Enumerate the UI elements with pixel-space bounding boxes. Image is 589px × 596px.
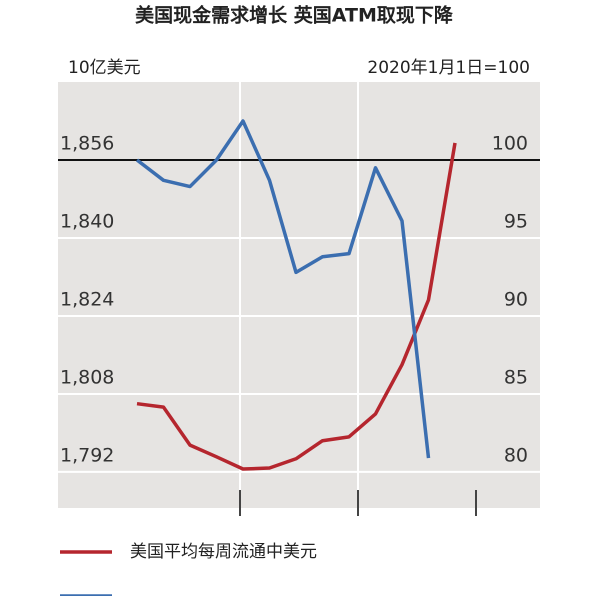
series-line	[135, 119, 431, 459]
y2-tick-label: 85	[504, 367, 528, 389]
plot-area	[58, 82, 540, 508]
y2-tick-label: 90	[504, 289, 528, 311]
y-tick-label: 1,856	[60, 132, 114, 154]
y2-axis-label: 2020年1月1日=100	[367, 58, 530, 78]
y-tick-label: 1,792	[60, 444, 114, 466]
y-tick-label: 1,808	[60, 366, 114, 388]
y2-tick-label: 100	[492, 133, 528, 155]
y-tick-label: 1,824	[60, 288, 114, 310]
chart-title: 美国现金需求增长 英国ATM取现下降	[135, 4, 454, 27]
y-tick-label: 1,840	[60, 210, 114, 232]
y2-tick-label: 95	[504, 211, 528, 233]
series-line	[136, 142, 457, 471]
y2-tick-label: 80	[504, 445, 528, 467]
legend-label: 美国平均每周流通中美元	[130, 542, 317, 562]
y-axis-label: 10亿美元	[68, 58, 141, 78]
